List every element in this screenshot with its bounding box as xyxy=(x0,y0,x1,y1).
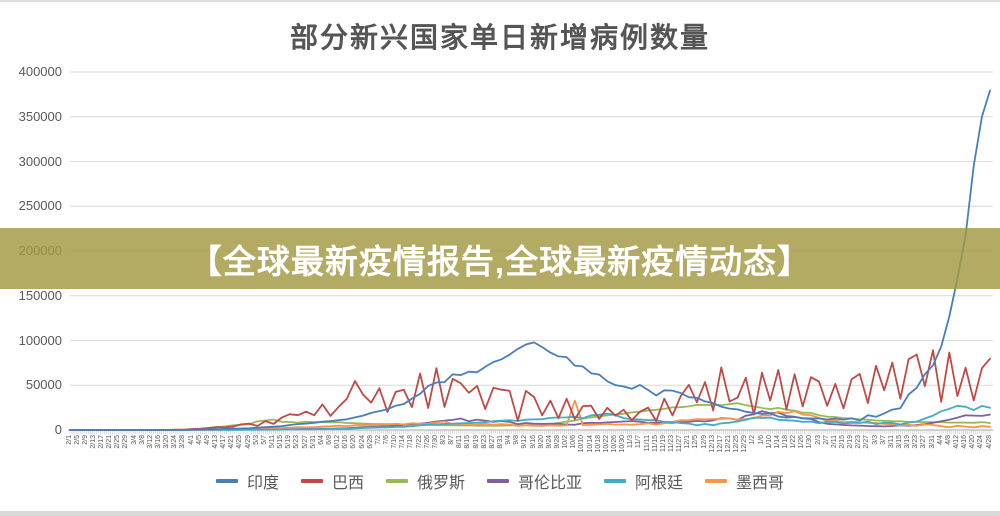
legend-label-brazil: 巴西 xyxy=(331,475,364,492)
mexico-line-swatch xyxy=(705,479,728,483)
argentina-line-swatch xyxy=(604,479,627,483)
legend-item-india: 印度 xyxy=(215,469,279,493)
top-edge-strip xyxy=(0,0,1000,2)
legend-label-argentina: 阿根廷 xyxy=(635,475,684,492)
legend-label-colombia: 哥伦比亚 xyxy=(518,475,583,492)
legend: 印度 巴西 俄罗斯 哥伦比亚 阿根廷 墨西哥 xyxy=(0,466,1000,496)
bottom-edge-strip xyxy=(0,511,1000,516)
legend-item-russia: 俄罗斯 xyxy=(385,469,465,493)
x-axis-tick-comb xyxy=(69,430,991,434)
legend-item-argentina: 阿根廷 xyxy=(604,469,683,493)
series-line-0 xyxy=(69,89,991,431)
chart-title: 部分新兴国家单日新增病例数量 xyxy=(289,22,710,53)
colombia-line-swatch xyxy=(487,479,509,483)
legend-label-mexico: 墨西哥 xyxy=(736,475,785,492)
legend-item-mexico: 墨西哥 xyxy=(705,469,784,493)
brazil-line-swatch xyxy=(300,479,323,483)
watermark-banner: 【全球最新疫情报告,全球最新疫情动态】 xyxy=(0,228,1000,289)
legend-label-russia: 俄罗斯 xyxy=(416,475,465,492)
watermark-text: 【全球最新疫情报告,全球最新疫情动态】 xyxy=(188,242,812,280)
legend-item-colombia: 哥伦比亚 xyxy=(487,469,582,493)
series-line-4 xyxy=(69,404,991,431)
russia-line-swatch xyxy=(385,479,408,483)
legend-item-brazil: 巴西 xyxy=(300,469,364,493)
series-line-1 xyxy=(69,349,991,431)
india-line-swatch xyxy=(215,479,238,483)
legend-label-india: 印度 xyxy=(246,475,279,492)
